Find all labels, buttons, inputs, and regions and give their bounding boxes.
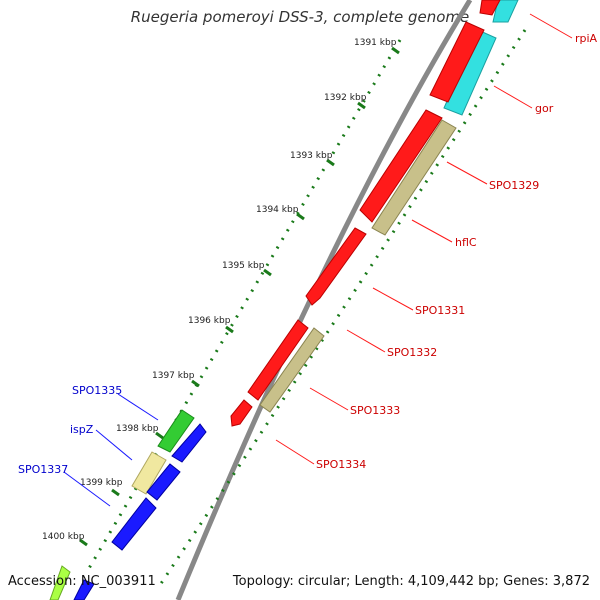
gene-SPO1335[interactable]: [157, 409, 195, 453]
tick-mark: [296, 212, 305, 221]
reverse-genes: [49, 409, 207, 600]
tick-label: 1395 kbp: [222, 261, 265, 271]
leader-line: [446, 161, 488, 185]
tick-mark: [326, 158, 335, 167]
leader-line: [493, 85, 533, 109]
inner-dotted-guide: [86, 39, 402, 571]
leader-line: [63, 471, 111, 507]
gene-blue-2[interactable]: [146, 463, 181, 501]
gene-rpiA[interactable]: [492, 0, 519, 23]
outer-dotted-guide: [158, 29, 527, 586]
gene-SPO1329[interactable]: [359, 109, 443, 223]
gene-blue-1[interactable]: [171, 423, 207, 463]
tick-mark: [111, 488, 120, 497]
gene-label[interactable]: SPO1334: [316, 458, 366, 471]
gene-label[interactable]: hflC: [455, 236, 477, 249]
topology-text: Topology: circular; Length: 4,109,442 bp…: [232, 574, 590, 589]
gene-blue-bottom[interactable]: [73, 579, 95, 600]
leader-line: [411, 219, 453, 243]
leader-line: [529, 13, 573, 39]
tick-mark: [357, 101, 366, 110]
map-title: Ruegeria pomeroyi DSS-3, complete genome: [130, 8, 470, 26]
tick-mark: [225, 325, 234, 334]
tick-marks: [79, 46, 400, 547]
tick-mark: [79, 538, 88, 547]
leader-line: [117, 393, 159, 421]
tick-label: 1396 kbp: [188, 316, 231, 326]
tick-label: 1399 kbp: [80, 478, 123, 488]
tick-label: 1397 kbp: [152, 371, 195, 381]
tick-label: 1394 kbp: [256, 205, 299, 215]
right-leaders: [275, 13, 573, 465]
forward-genes: [230, 0, 519, 427]
gene-label[interactable]: gor: [535, 102, 554, 115]
leader-line: [95, 429, 133, 461]
gene-red-upper[interactable]: [429, 21, 485, 103]
tick-label: 1392 kbp: [324, 93, 367, 103]
gene-hflC[interactable]: [371, 119, 457, 236]
gene-label[interactable]: SPO1337: [18, 463, 68, 476]
gene-lime-bottom[interactable]: [49, 565, 71, 600]
gene-label[interactable]: rpiA: [575, 32, 598, 45]
leader-line: [309, 387, 349, 411]
leader-line: [275, 439, 315, 465]
accession-text: Accession: NC_003911: [8, 574, 156, 589]
left-leaders: [63, 393, 159, 507]
gene-red-top[interactable]: [479, 0, 501, 16]
tick-mark: [263, 268, 272, 277]
genome-backbone: [175, 0, 473, 600]
gene-SPO1334[interactable]: [230, 399, 253, 427]
tick-mark: [155, 431, 164, 440]
gene-SPO1331[interactable]: [305, 227, 367, 306]
gene-ispZ[interactable]: [131, 451, 167, 495]
gene-label[interactable]: SPO1332: [387, 346, 437, 359]
gene-label[interactable]: SPO1331: [415, 304, 465, 317]
gene-label[interactable]: SPO1333: [350, 404, 400, 417]
gene-SPO1333[interactable]: [259, 327, 325, 413]
tick-mark: [391, 46, 400, 55]
tick-label: 1391 kbp: [354, 38, 397, 48]
gene-SPO1332[interactable]: [247, 319, 309, 401]
leader-line: [372, 287, 414, 311]
gene-SPO1337[interactable]: [111, 497, 157, 551]
tick-label: 1400 kbp: [42, 532, 85, 542]
tick-label: 1398 kbp: [116, 424, 159, 434]
leader-line: [346, 329, 386, 353]
tick-mark: [191, 379, 200, 388]
tick-label: 1393 kbp: [290, 151, 333, 161]
gene-label[interactable]: SPO1335: [72, 384, 122, 397]
gene-label[interactable]: ispZ: [70, 423, 94, 436]
gene-label[interactable]: SPO1329: [489, 179, 539, 192]
